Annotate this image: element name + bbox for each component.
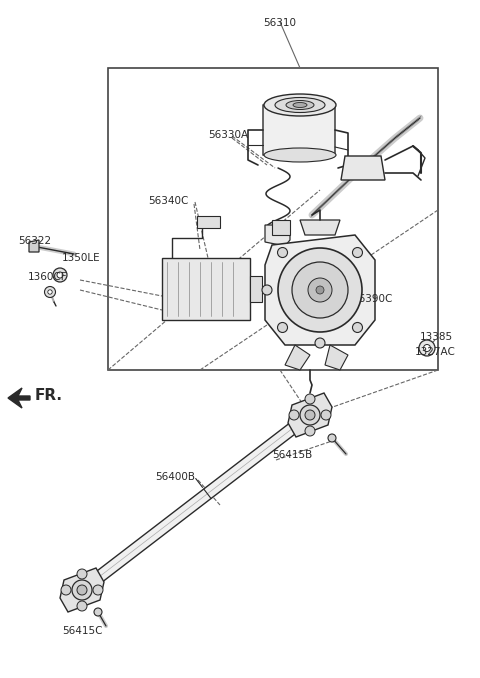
Circle shape [93, 585, 103, 595]
Polygon shape [250, 276, 262, 302]
Text: 13385: 13385 [420, 332, 453, 342]
Polygon shape [78, 410, 313, 595]
Circle shape [289, 410, 299, 420]
Circle shape [352, 247, 362, 258]
Circle shape [423, 344, 431, 351]
Text: 56322: 56322 [18, 236, 51, 246]
Circle shape [316, 286, 324, 294]
Polygon shape [263, 100, 335, 160]
Bar [108, 68, 438, 370]
Polygon shape [8, 388, 30, 408]
Polygon shape [288, 393, 332, 437]
Circle shape [57, 272, 63, 278]
Polygon shape [265, 235, 375, 345]
Polygon shape [265, 225, 290, 246]
Text: 56310: 56310 [264, 18, 297, 28]
Ellipse shape [264, 94, 336, 116]
Text: 1350LE: 1350LE [62, 253, 101, 263]
Ellipse shape [286, 100, 314, 110]
Circle shape [77, 585, 87, 595]
Circle shape [305, 394, 315, 404]
Circle shape [262, 285, 272, 295]
Text: FR.: FR. [35, 388, 63, 403]
Text: 56400B: 56400B [155, 472, 195, 482]
Circle shape [45, 287, 56, 298]
Circle shape [321, 410, 331, 420]
Polygon shape [60, 568, 104, 612]
Polygon shape [285, 345, 310, 370]
Circle shape [305, 426, 315, 436]
Polygon shape [341, 156, 385, 180]
Polygon shape [162, 258, 250, 320]
Circle shape [308, 278, 332, 302]
Text: 56415B: 56415B [272, 450, 312, 460]
Ellipse shape [275, 98, 325, 113]
Circle shape [419, 340, 435, 356]
Circle shape [328, 434, 336, 442]
Circle shape [48, 290, 52, 294]
Text: 56415C: 56415C [62, 626, 103, 636]
Circle shape [292, 262, 348, 318]
Polygon shape [300, 220, 340, 235]
Ellipse shape [293, 102, 307, 108]
Circle shape [305, 410, 315, 420]
Circle shape [61, 585, 71, 595]
Text: 56340C: 56340C [148, 196, 188, 206]
Ellipse shape [264, 148, 336, 162]
Circle shape [300, 405, 320, 425]
Circle shape [277, 323, 288, 332]
Circle shape [77, 601, 87, 611]
Circle shape [77, 569, 87, 579]
Polygon shape [29, 240, 39, 252]
Text: 56330A: 56330A [208, 130, 248, 140]
Text: 56390C: 56390C [352, 294, 392, 304]
Polygon shape [197, 216, 220, 228]
Polygon shape [325, 345, 348, 370]
Text: 1360CF: 1360CF [28, 272, 68, 282]
Circle shape [53, 268, 67, 282]
Polygon shape [272, 220, 290, 235]
Circle shape [94, 608, 102, 616]
Circle shape [352, 323, 362, 332]
Circle shape [72, 580, 92, 600]
Circle shape [277, 247, 288, 258]
Text: 1327AC: 1327AC [415, 347, 456, 357]
Circle shape [315, 338, 325, 348]
Circle shape [278, 248, 362, 332]
